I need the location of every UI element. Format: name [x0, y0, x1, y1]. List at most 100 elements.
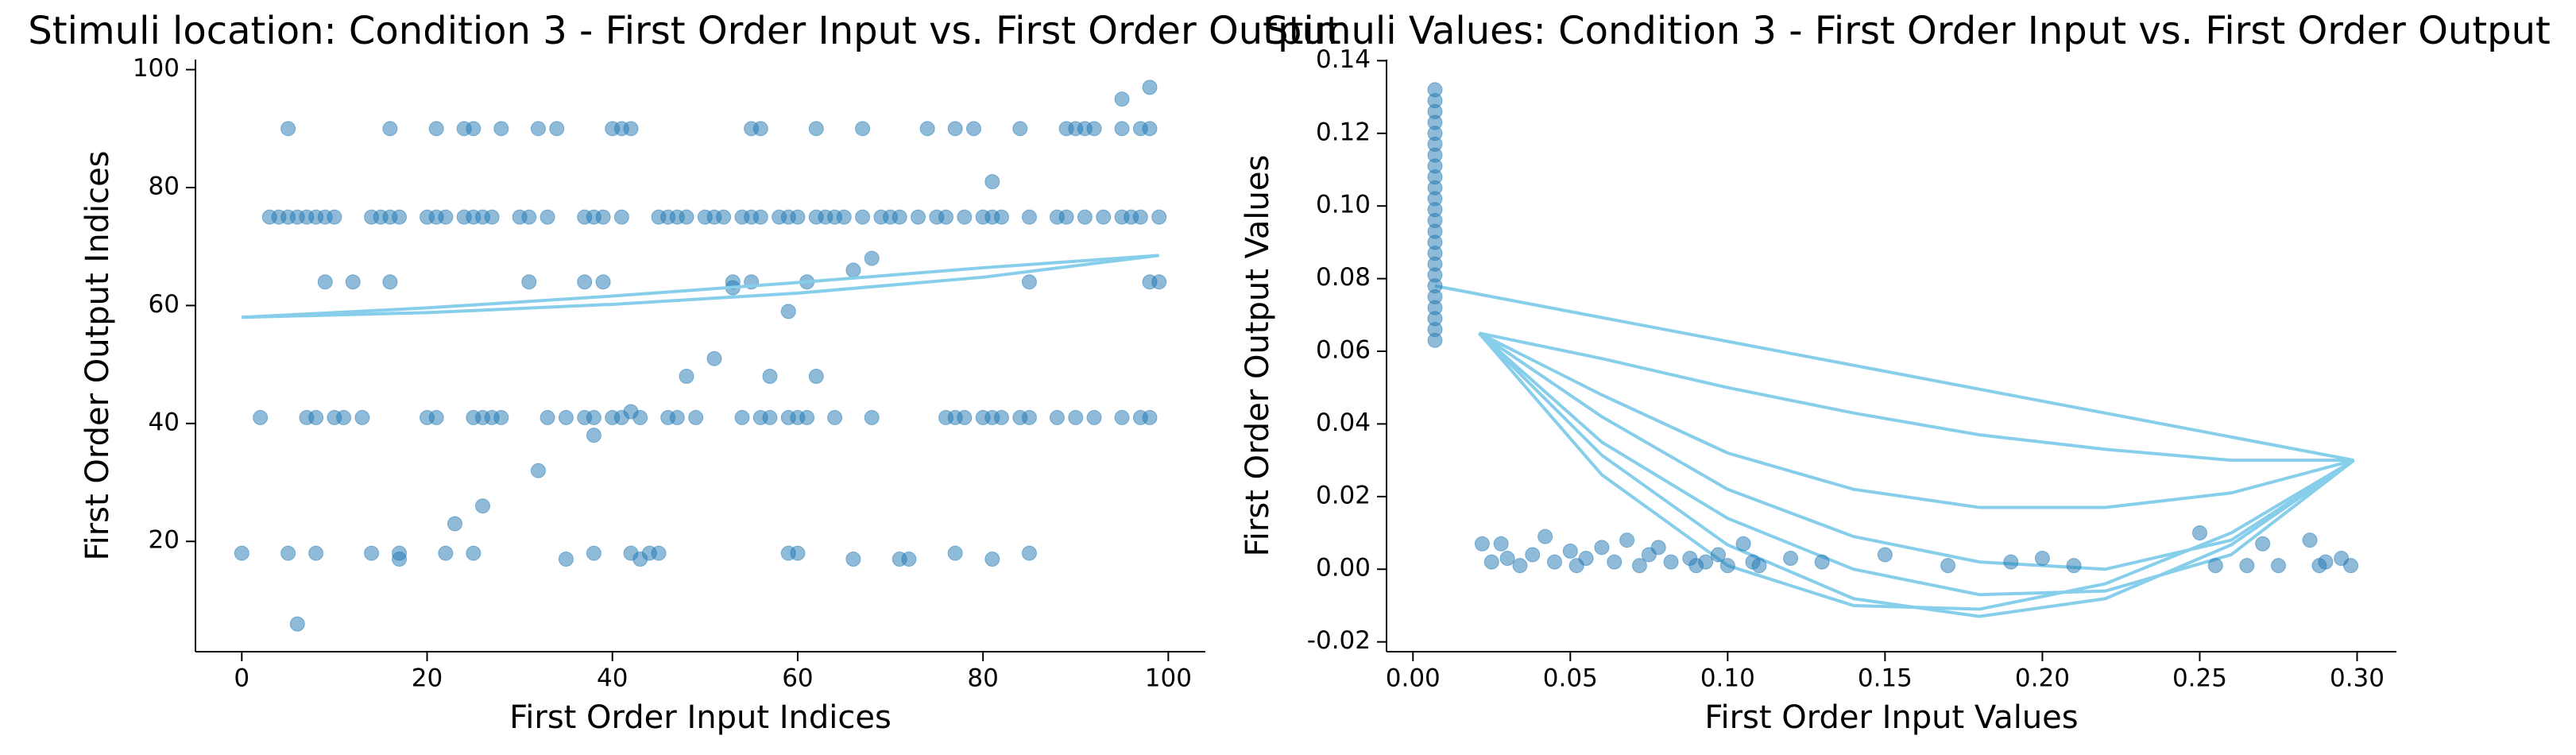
point	[1814, 554, 1830, 570]
point	[984, 174, 1000, 190]
point	[530, 121, 546, 137]
point	[1562, 543, 1578, 559]
point	[382, 121, 398, 137]
point	[1021, 409, 1037, 425]
point	[762, 368, 778, 384]
point	[706, 350, 722, 366]
point	[466, 121, 482, 137]
point	[354, 409, 370, 425]
point	[2318, 554, 2334, 570]
point	[845, 552, 861, 567]
point	[540, 409, 555, 425]
point	[595, 209, 611, 225]
point	[679, 209, 694, 225]
y-tick-label: 40	[149, 408, 180, 436]
point	[530, 463, 546, 478]
point	[1012, 121, 1028, 137]
point	[1114, 409, 1130, 425]
point	[438, 209, 454, 225]
point	[428, 121, 444, 137]
point	[549, 121, 565, 137]
point	[892, 209, 907, 225]
fit-line	[242, 254, 1159, 319]
point	[938, 209, 954, 225]
point	[1142, 409, 1158, 425]
point	[762, 409, 778, 425]
point	[289, 616, 305, 632]
point	[2191, 525, 2207, 541]
point	[1427, 82, 1443, 98]
point	[493, 409, 509, 425]
y-tick-label: 0.04	[1316, 408, 1371, 437]
x-tick-label: 0.25	[2172, 664, 2227, 693]
x-axis-label: First Order Input Values	[1704, 699, 2078, 736]
x-tick-label: 0.00	[1386, 664, 1441, 693]
point	[957, 409, 973, 425]
chart: 0 20 40 60 80 100 20 40 60 80 100 First Order Input…	[28, 9, 1340, 736]
x-tick-label: 0	[234, 664, 249, 693]
point	[484, 209, 500, 225]
point	[345, 274, 361, 290]
point	[808, 121, 824, 137]
point	[752, 209, 768, 225]
point	[1142, 79, 1158, 95]
point	[447, 516, 462, 532]
point	[901, 552, 917, 567]
point	[1493, 536, 1509, 552]
point	[993, 409, 1009, 425]
point	[808, 368, 824, 384]
point	[1021, 209, 1037, 225]
fit-line	[1477, 331, 2355, 611]
y-axis-label: First Order Output Indices	[79, 150, 116, 560]
fit-line	[242, 254, 1159, 319]
point	[1049, 409, 1065, 425]
point	[1114, 91, 1130, 107]
point	[1114, 121, 1130, 137]
point	[317, 274, 333, 290]
point	[2034, 551, 2050, 567]
x-tick-label: 20	[412, 664, 443, 693]
x-tick-label: 100	[1145, 664, 1192, 693]
y-tick-label: 0.00	[1316, 554, 1371, 583]
fit-line	[1434, 284, 2354, 463]
point	[1499, 551, 1515, 567]
y-tick-label: -0.02	[1307, 626, 1371, 655]
point	[790, 209, 806, 225]
point	[2239, 558, 2255, 574]
point	[1142, 121, 1158, 137]
point	[919, 121, 935, 137]
point	[1086, 409, 1102, 425]
point	[521, 209, 537, 225]
point	[1483, 554, 1499, 570]
point	[2255, 536, 2271, 552]
point	[253, 409, 269, 425]
point	[752, 121, 768, 137]
point	[234, 545, 249, 561]
x-tick-label: 0.30	[2330, 664, 2385, 693]
y-axis-label: First Order Output Values	[1240, 155, 1276, 557]
x-tick-label: 0.05	[1543, 664, 1598, 693]
point	[1650, 540, 1666, 556]
x-tick-label: 0.15	[1858, 664, 1913, 693]
point	[1086, 121, 1102, 137]
point	[1663, 554, 1679, 570]
point	[827, 409, 843, 425]
point	[1021, 545, 1037, 561]
point	[1719, 558, 1735, 574]
chart: 0.00 0.05 0.10 0.15 0.20 0.25 0.30 -0.02 0.00 0.0…	[1240, 9, 2551, 736]
point	[595, 274, 611, 290]
y-tick-label: 0.06	[1316, 336, 1371, 365]
point	[280, 121, 296, 137]
fit-line	[1478, 331, 2355, 571]
point	[1021, 274, 1037, 290]
point	[845, 262, 861, 278]
y-tick-label: 0.10	[1316, 191, 1371, 219]
point	[679, 368, 694, 384]
y-tick-label: 100	[133, 54, 180, 83]
point	[855, 121, 871, 137]
point	[790, 545, 806, 561]
y-tick-label: 80	[149, 172, 180, 201]
point	[2066, 558, 2082, 574]
point	[1547, 554, 1563, 570]
